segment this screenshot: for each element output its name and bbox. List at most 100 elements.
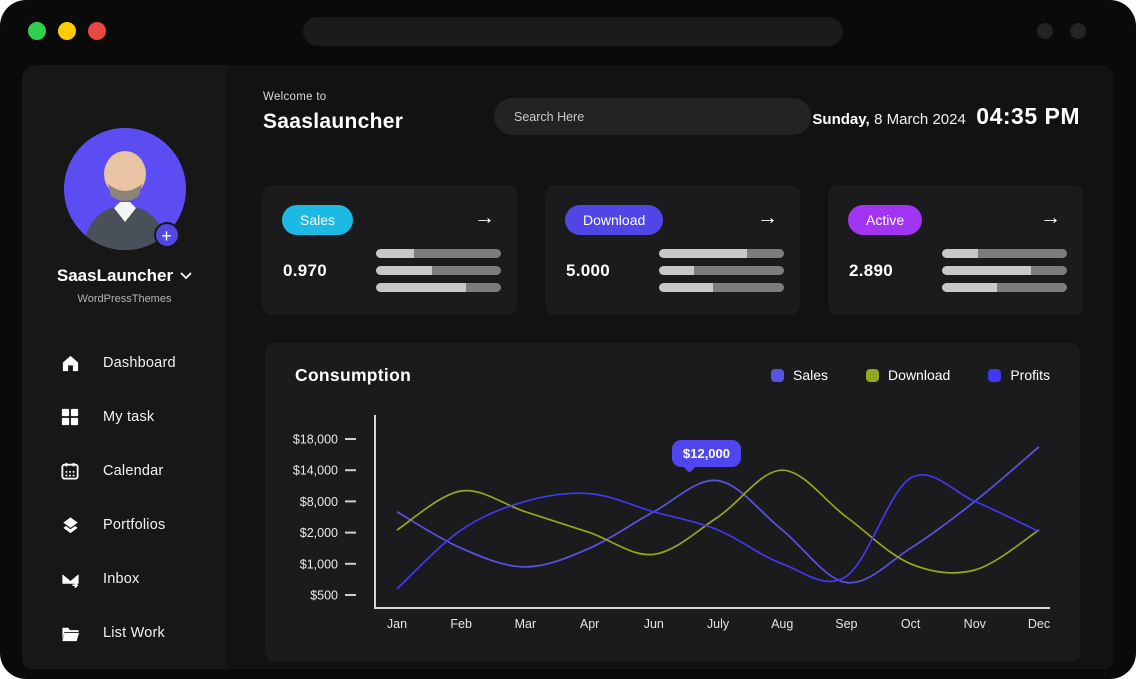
chart-axes (374, 415, 1050, 609)
progress-bar (659, 283, 784, 292)
sidebar-item-label: Calendar (103, 463, 164, 479)
profile-avatar[interactable]: + (63, 128, 186, 250)
inbox-icon (60, 569, 80, 589)
window-controls (28, 22, 106, 40)
chart-title: Consumption (295, 365, 412, 385)
welcome-label: Welcome to (263, 91, 327, 103)
x-tick-label: Oct (901, 617, 921, 631)
legend-label: Profits (1010, 367, 1050, 383)
main-header: Welcome to Saaslauncher Sunday, 8 March … (263, 91, 1080, 155)
date-text: 8 March 2024 (874, 111, 966, 128)
window-control-green[interactable] (28, 22, 46, 40)
sidebar-nav: Dashboard My task Calendar Portfolios Inbox L… (22, 349, 227, 647)
x-tick-label: Mar (515, 617, 537, 631)
sidebar-item-calendar[interactable]: Calendar (60, 457, 227, 485)
legend-item-sales[interactable]: Sales (771, 367, 828, 383)
y-tick-label: $18,000 (293, 433, 338, 447)
date-day: Sunday, (812, 111, 870, 128)
avatar-image (63, 128, 186, 250)
sidebar-item-label: My task (103, 409, 155, 425)
y-tick-label: $500 (310, 589, 338, 603)
grid-icon (60, 407, 80, 427)
folder-icon (60, 623, 80, 643)
stat-bars (942, 249, 1067, 292)
chevron-down-icon (180, 272, 192, 280)
y-tick-label: $8,000 (300, 495, 338, 509)
window-control-red[interactable] (88, 22, 106, 40)
x-tick-label: Nov (964, 617, 987, 631)
legend-dot-icon (988, 368, 1002, 382)
x-tick-label: Feb (450, 617, 472, 631)
legend-item-download[interactable]: Download (866, 367, 950, 383)
profile-name-dropdown[interactable]: SaasLauncher (57, 266, 192, 286)
stat-bars (659, 249, 784, 292)
sidebar-item-list-work[interactable]: List Work (60, 619, 227, 647)
x-tick-label: Apr (580, 617, 599, 631)
time-text: 04:35 PM (976, 103, 1080, 129)
y-tick-label: $2,000 (300, 526, 338, 540)
stat-card-active: Active → 2.890 (828, 185, 1083, 315)
x-tick-label: Dec (1028, 617, 1050, 631)
legend-dot-icon (771, 368, 785, 382)
stat-cards-row: Sales → 0.970 Download → 5.000 Active → 2.890 (262, 185, 1083, 315)
profile-name: SaasLauncher (56, 266, 174, 285)
consumption-chart-card: Consumption Sales Download Profits $500 $1,… (265, 343, 1080, 662)
progress-bar (376, 249, 501, 258)
progress-bar (942, 266, 1067, 275)
progress-bar (942, 249, 1067, 258)
sidebar-item-inbox[interactable]: Inbox (60, 565, 227, 593)
titlebar-dot-icon[interactable] (1037, 23, 1053, 39)
titlebar-actions (1037, 23, 1086, 39)
titlebar-dot-icon[interactable] (1070, 23, 1086, 39)
legend-label: Download (888, 367, 951, 383)
search-input[interactable] (494, 98, 811, 135)
stat-badge: Download (565, 205, 664, 235)
chart-tooltip: $12,000 (672, 439, 741, 467)
stat-badge: Sales (282, 205, 354, 235)
main-content: Welcome to Saaslauncher Sunday, 8 March … (227, 65, 1114, 669)
legend-item-profits[interactable]: Profits (988, 367, 1050, 383)
legend-dot-icon (866, 368, 880, 382)
y-tick-label: $1,000 (300, 557, 338, 571)
series-line-sales (396, 446, 1040, 584)
arrow-right-icon[interactable]: → (474, 206, 495, 229)
x-tick-label: July (707, 617, 730, 631)
series-line-profits (396, 473, 1040, 590)
sidebar-item-portfolios[interactable]: Portfolios (60, 511, 227, 539)
home-icon (60, 353, 80, 373)
x-tick-label: Aug (771, 617, 793, 631)
calendar-icon (60, 461, 80, 481)
add-profile-button[interactable]: + (153, 222, 180, 248)
sidebar-item-label: Inbox (103, 571, 140, 587)
stat-value: 2.890 (849, 261, 894, 280)
stat-bars (376, 249, 501, 292)
page-title: Saaslauncher (263, 110, 404, 133)
sidebar-item-my-task[interactable]: My task (60, 403, 227, 431)
progress-bar (376, 266, 501, 275)
x-tick-label: Jun (644, 617, 664, 631)
window-control-yellow[interactable] (58, 22, 76, 40)
x-tick-label: Sep (835, 617, 857, 631)
consumption-line-chart: $500 $1,000 $2,000 $8,000 $14,000 $18,000 Jan F… (293, 415, 1050, 631)
titlebar-search-input[interactable] (303, 17, 843, 46)
layers-icon (60, 515, 80, 535)
progress-bar (942, 283, 1067, 292)
stat-value: 5.000 (566, 261, 611, 280)
stat-badge: Active (848, 205, 923, 235)
profile-subtitle: WordPressThemes (77, 293, 172, 305)
sidebar-item-label: Portfolios (103, 517, 166, 533)
progress-bar (376, 283, 501, 292)
x-tick-label: Jan (387, 617, 407, 631)
series-line-download (396, 469, 1040, 574)
sidebar: + SaasLauncher WordPressThemes Dashboard… (22, 65, 227, 669)
stat-value: 0.970 (283, 261, 328, 280)
sidebar-item-dashboard[interactable]: Dashboard (60, 349, 227, 377)
progress-bar (659, 266, 784, 275)
sidebar-item-label: List Work (103, 625, 165, 641)
stat-card-sales: Sales → 0.970 (262, 185, 517, 315)
titlebar (0, 0, 1136, 65)
progress-bar (659, 249, 784, 258)
arrow-right-icon[interactable]: → (757, 206, 778, 229)
chart-legend: Sales Download Profits (771, 367, 1050, 383)
arrow-right-icon[interactable]: → (1040, 206, 1061, 229)
